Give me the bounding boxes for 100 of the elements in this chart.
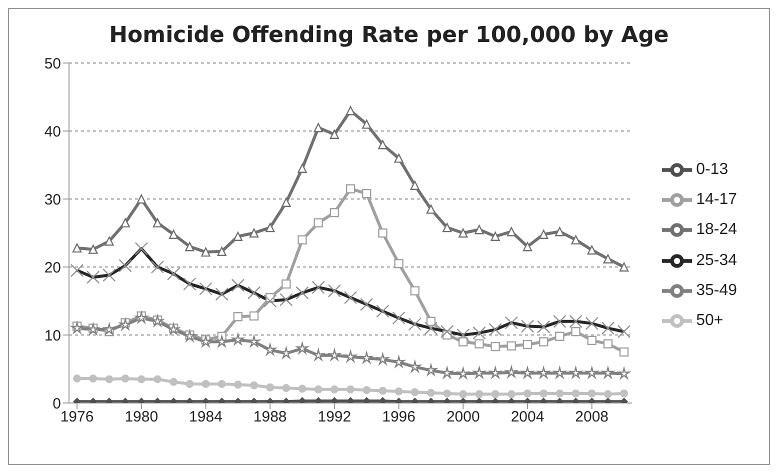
point <box>282 384 290 392</box>
point <box>394 154 404 163</box>
point <box>185 242 194 252</box>
point <box>362 120 372 129</box>
y-tick-label: 50 <box>44 55 61 72</box>
x-tick-label: 1996 <box>382 408 416 426</box>
point <box>266 383 274 392</box>
legend-label: 18-24 <box>696 222 737 238</box>
point <box>506 366 518 378</box>
point <box>376 353 389 365</box>
point <box>312 349 324 360</box>
point <box>426 388 435 397</box>
point <box>490 342 500 352</box>
x-tick-label: 2004 <box>510 408 544 426</box>
point <box>443 389 452 398</box>
point <box>540 389 548 398</box>
point <box>409 360 421 372</box>
point <box>298 164 307 173</box>
point <box>136 312 148 324</box>
point <box>506 341 516 350</box>
point <box>218 380 226 388</box>
point <box>441 366 453 378</box>
point <box>426 204 436 214</box>
point <box>330 208 340 218</box>
point <box>475 390 484 398</box>
x-tick-label: 1992 <box>318 408 352 426</box>
point <box>491 390 500 398</box>
point <box>587 245 596 255</box>
point <box>442 222 452 232</box>
point <box>88 244 98 254</box>
legend-label: 0-13 <box>696 161 728 178</box>
point <box>330 130 340 139</box>
point <box>378 228 388 238</box>
point <box>330 385 338 394</box>
point <box>392 356 405 368</box>
point <box>104 236 114 246</box>
x-tick-label: 2008 <box>575 408 609 426</box>
point <box>152 218 162 228</box>
point <box>586 366 598 378</box>
point <box>458 228 468 238</box>
point <box>587 336 596 346</box>
point <box>248 336 260 347</box>
point <box>202 380 210 388</box>
point <box>346 385 355 394</box>
point <box>168 230 178 239</box>
point <box>554 366 566 378</box>
point <box>522 340 532 350</box>
point <box>378 386 387 395</box>
point <box>250 381 258 390</box>
point <box>604 390 612 398</box>
point <box>346 184 356 194</box>
point <box>506 227 516 236</box>
legend-label: 50+ <box>696 312 724 330</box>
point <box>233 312 243 322</box>
point <box>538 230 548 239</box>
y-tick-label: 10 <box>44 327 61 344</box>
point <box>394 387 403 396</box>
point <box>490 366 502 378</box>
point <box>619 347 629 357</box>
point <box>72 243 82 253</box>
x-tick-label: 1988 <box>253 408 287 426</box>
point <box>346 106 356 116</box>
point <box>522 366 534 378</box>
point <box>153 375 162 384</box>
point <box>249 311 259 321</box>
point <box>572 389 580 398</box>
point <box>314 385 322 394</box>
point <box>555 332 564 341</box>
y-tick-label: 40 <box>44 123 61 140</box>
point <box>282 198 291 207</box>
point <box>620 389 628 398</box>
point <box>474 339 484 348</box>
point <box>217 246 226 256</box>
point <box>362 386 371 394</box>
point <box>555 227 564 236</box>
point <box>459 390 468 398</box>
point <box>298 235 307 244</box>
point <box>571 327 580 336</box>
point <box>603 254 613 264</box>
legend-label: 14-17 <box>696 191 737 208</box>
point <box>490 232 500 241</box>
point <box>507 390 516 398</box>
point <box>524 389 532 398</box>
point <box>618 368 630 379</box>
point <box>410 180 420 190</box>
x-tick-label: 1980 <box>124 408 158 426</box>
point <box>538 337 548 346</box>
point <box>571 235 580 244</box>
point <box>588 389 596 398</box>
point <box>266 222 275 232</box>
point <box>410 388 419 396</box>
point <box>170 378 178 386</box>
point <box>603 339 613 348</box>
point <box>201 247 210 257</box>
y-tick-label: 20 <box>44 259 61 276</box>
point <box>136 194 146 204</box>
point <box>186 380 194 388</box>
point <box>619 262 629 272</box>
point <box>425 364 437 376</box>
point <box>249 228 259 238</box>
